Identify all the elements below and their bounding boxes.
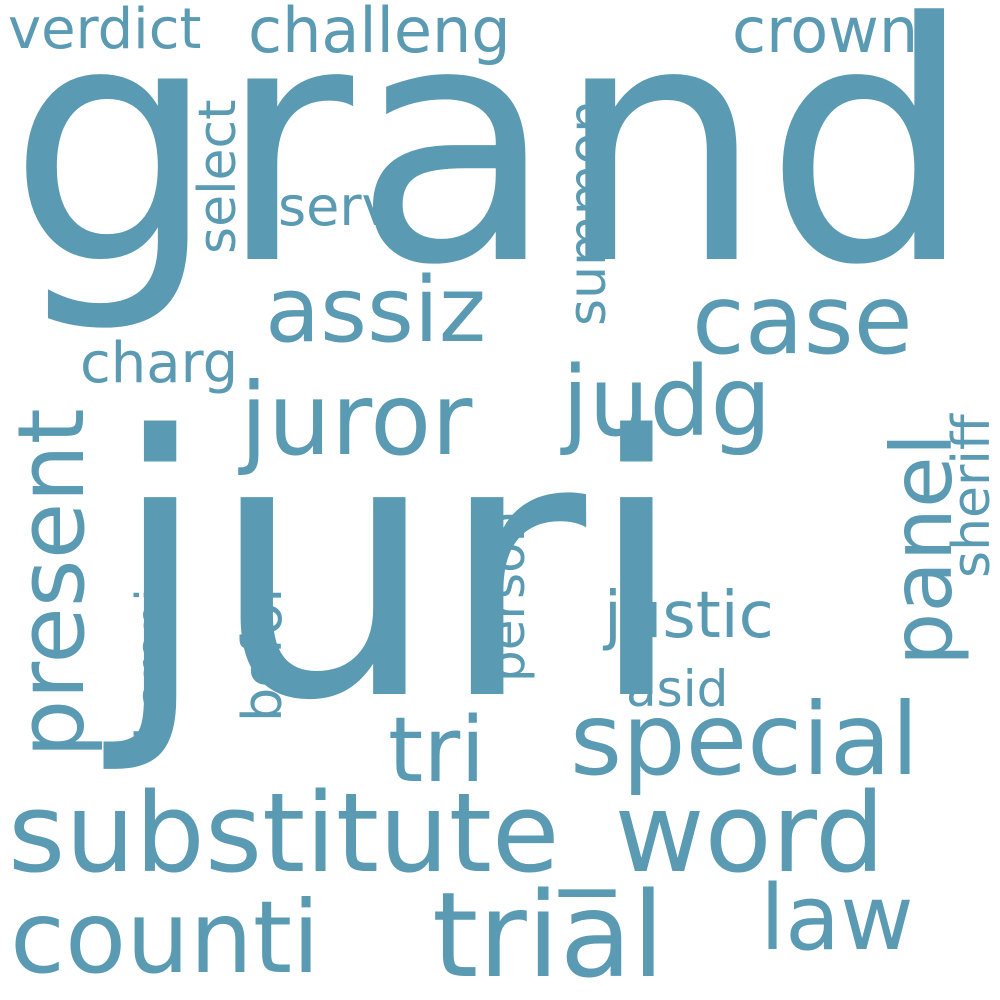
word-crown: crown <box>732 0 919 67</box>
word-juror: juror <box>240 361 473 478</box>
word-baroni: baroni <box>126 588 182 740</box>
word-trial: trial <box>432 866 665 1000</box>
word-select: select <box>188 99 248 254</box>
word-counti: counti <box>10 879 320 996</box>
word-case: case <box>692 264 913 376</box>
word-asid: asid <box>626 660 729 718</box>
word-challeng: challeng <box>248 0 511 67</box>
word-assiz: assiz <box>265 258 487 363</box>
word-befor: befor <box>231 580 294 722</box>
word-summon: summon <box>558 99 618 326</box>
word-charg: charg <box>80 331 239 396</box>
word-present: present <box>0 408 105 758</box>
word-person: person <box>478 510 536 682</box>
word-substitute-word: substitute_word <box>8 769 885 897</box>
word-grand: grand <box>8 0 974 337</box>
word-tri: tri <box>388 698 486 803</box>
word-juri: juri <box>110 360 687 779</box>
word-judg: judg <box>562 346 772 458</box>
word-verdict: verdict <box>8 0 202 62</box>
word-special: special <box>570 681 919 798</box>
word-serv: serv <box>278 175 394 238</box>
word-sheriff: sheriff <box>942 414 1000 578</box>
word-law: law <box>760 866 914 971</box>
word-justic: justic <box>604 579 774 653</box>
